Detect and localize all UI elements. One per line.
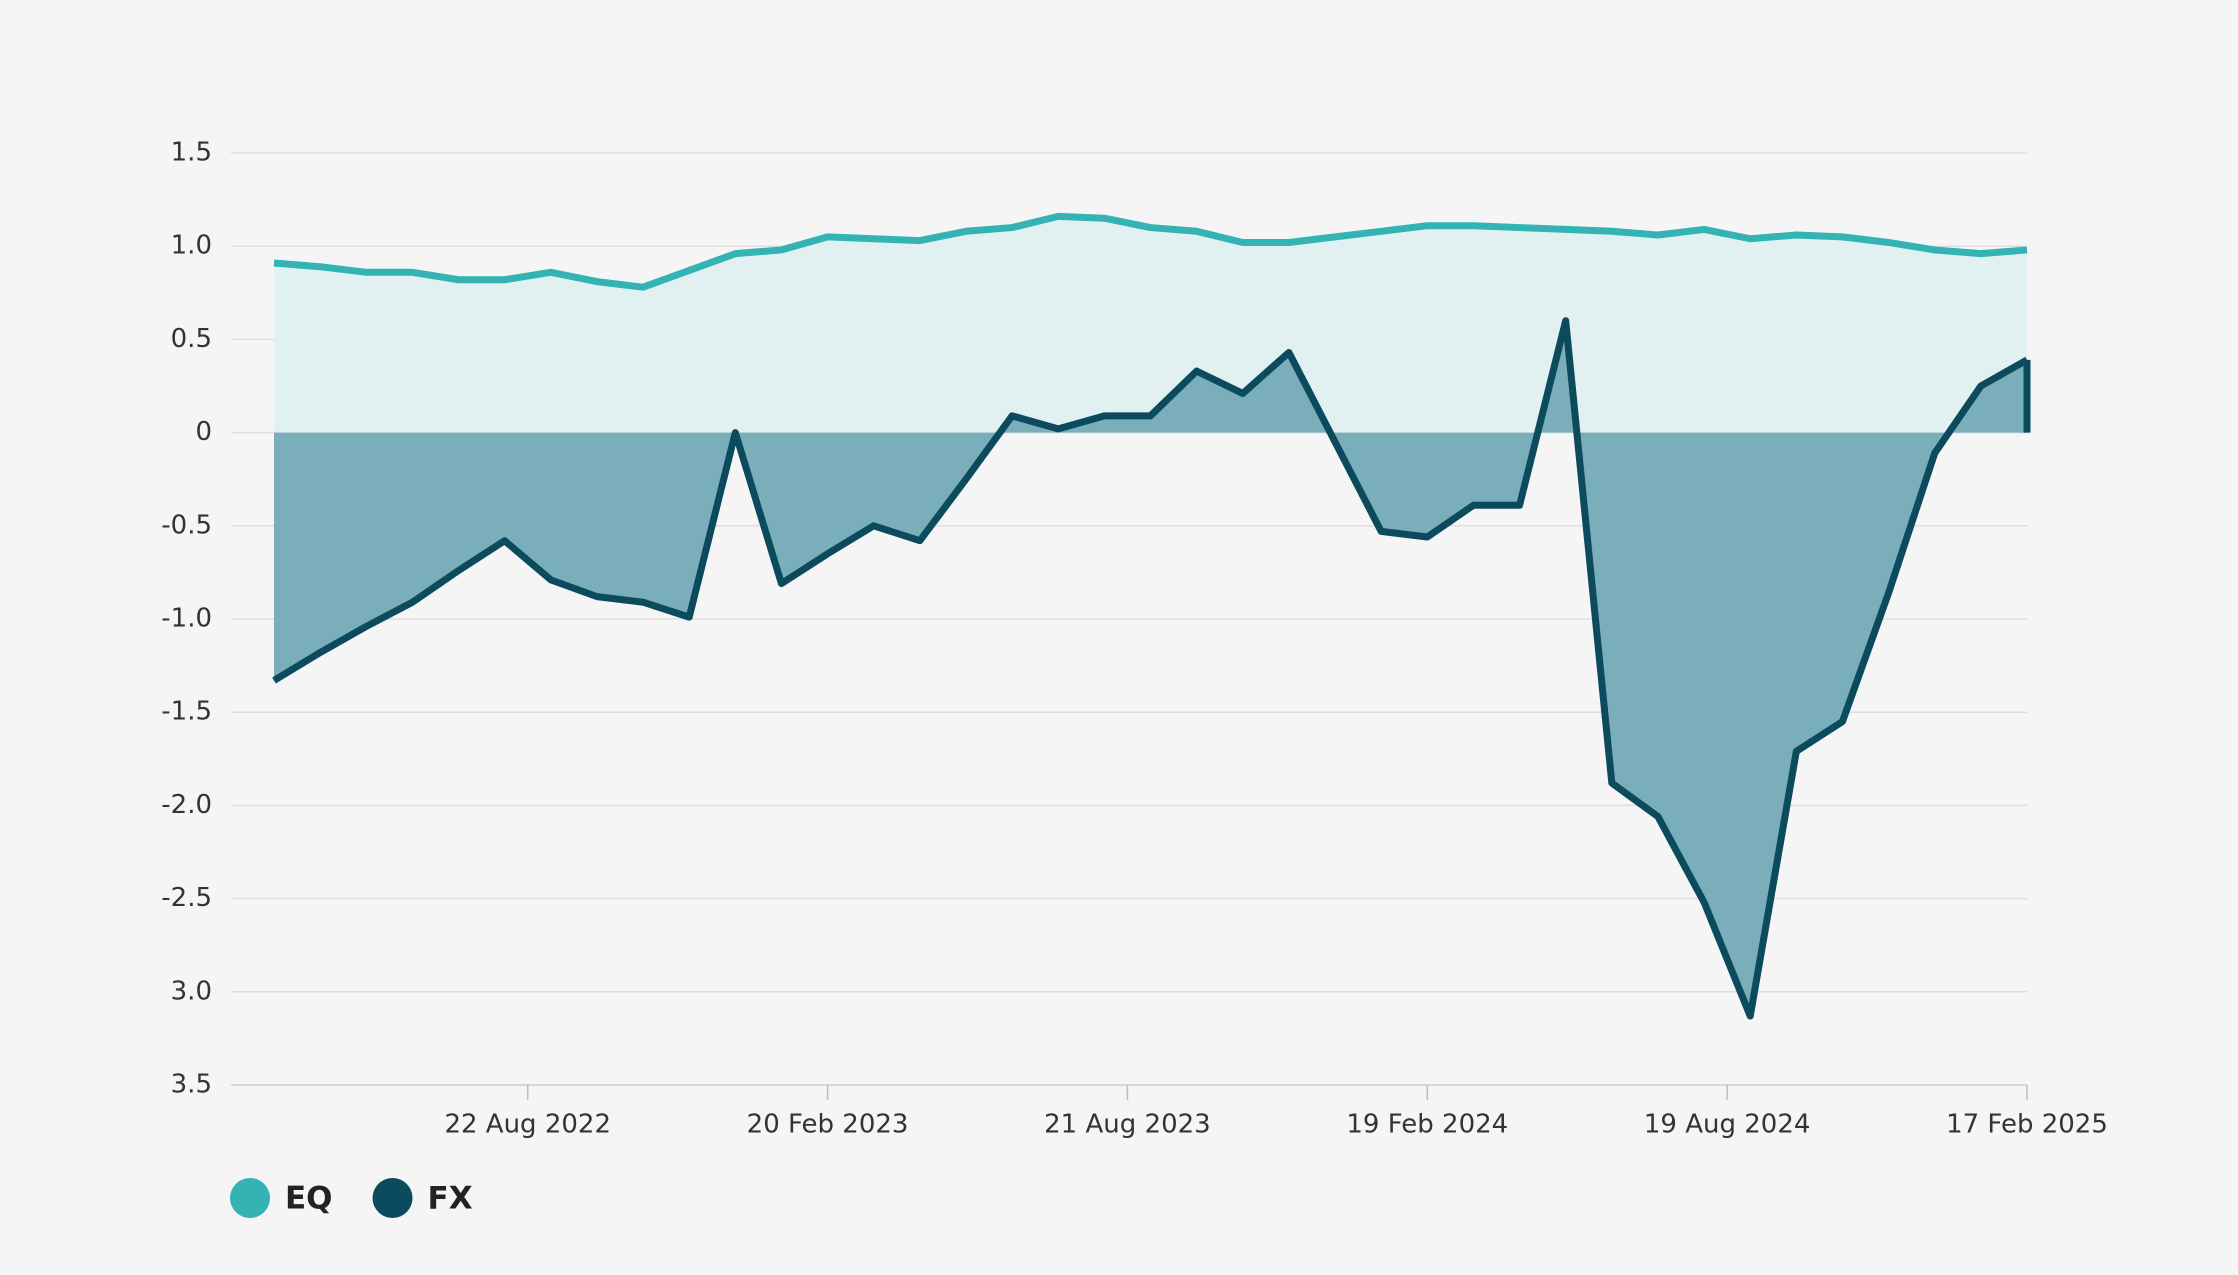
x-tick-label: 19 Aug 2024 [1644, 1110, 1811, 1140]
y-tick-label: -2.5 [161, 883, 212, 913]
x-tick-label: 22 Aug 2022 [444, 1110, 611, 1140]
y-tick-label: 1.5 [171, 138, 212, 168]
x-tick-label: 17 Feb 2025 [1946, 1110, 2108, 1140]
legend-label: EQ [285, 1181, 333, 1217]
line [273, 212, 2028, 291]
y-tick-label: -0.5 [161, 510, 212, 540]
area [274, 216, 2027, 433]
legend-marker [372, 1178, 413, 1218]
legend-marker [230, 1178, 270, 1218]
x-tick-label: 20 Feb 2023 [747, 1110, 909, 1140]
y-tick-label: 3.5 [171, 1070, 212, 1100]
line [272, 317, 2029, 1020]
x-tick-label: 19 Feb 2024 [1346, 1110, 1508, 1140]
y-tick-label: 0.5 [171, 324, 212, 354]
legend-label: FX [428, 1181, 473, 1217]
y-tick-label: 1.0 [171, 231, 212, 261]
area [274, 320, 2027, 1017]
x-tick-label: 21 Aug 2023 [1044, 1110, 1211, 1140]
y-tick-label: 3.0 [171, 976, 212, 1006]
y-tick-label: -1.0 [161, 604, 212, 634]
y-tick-label: 0 [195, 417, 212, 447]
y-tick-label: -2.0 [161, 790, 212, 820]
y-tick-label: -1.5 [161, 697, 212, 727]
